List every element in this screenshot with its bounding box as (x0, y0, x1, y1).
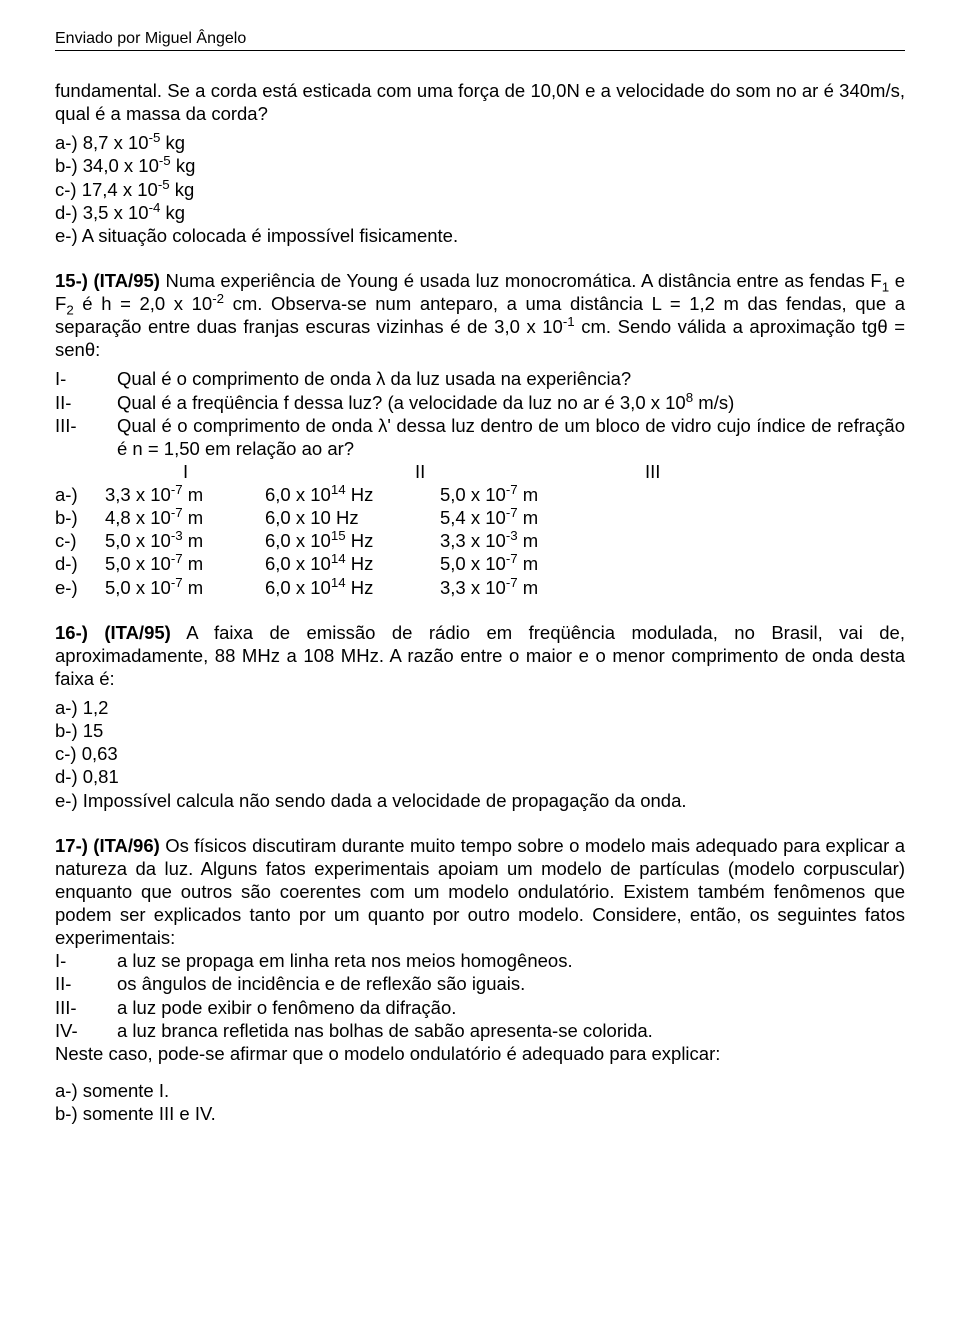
q15-table-header: I II III (55, 460, 905, 483)
q17-items: I-a luz se propaga em linha reta nos mei… (55, 949, 905, 1042)
q15-answer-table: I II III a-) 3,3 x 10-7 m6,0 x 1014 Hz5,… (55, 460, 905, 599)
q17-options: a-) somente I. b-) somente III e IV. (55, 1079, 905, 1125)
q17-item-3: III-a luz pode exibir o fenômeno da difr… (55, 996, 905, 1019)
q15-text: 15-) (ITA/95) Numa experiência de Young … (55, 269, 905, 362)
q16-options: a-) 1,2 b-) 15 c-) 0,63 d-) 0,81 e-) Imp… (55, 696, 905, 812)
q17-text: 17-) (ITA/96) Os físicos discutiram dura… (55, 834, 905, 950)
q15-table-row: e-) 5,0 x 10-7 m6,0 x 1014 Hz3,3 x 10-7 … (55, 576, 905, 599)
q17-opt-b: b-) somente III e IV. (55, 1102, 905, 1125)
q14-lead: fundamental. Se a corda está esticada co… (55, 79, 905, 125)
q16-opt-b: b-) 15 (55, 719, 905, 742)
q15-label: 15-) (ITA/95) (55, 270, 160, 291)
q16-opt-e: e-) Impossível calcula não sendo dada a … (55, 789, 905, 812)
document-page: Enviado por Miguel Ângelo fundamental. S… (0, 0, 960, 1165)
q17-item-2: II- os ângulos de incidência e de reflex… (55, 972, 905, 995)
q16-label: 16-) (ITA/95) (55, 622, 171, 643)
q17-item-4: IV-a luz branca refletida nas bolhas de … (55, 1019, 905, 1042)
q17-tail: Neste caso, pode-se afirmar que o modelo… (55, 1042, 905, 1065)
q15-item-3: III- Qual é o comprimento de onda λ' des… (55, 414, 905, 460)
q17-opt-a: a-) somente I. (55, 1079, 905, 1102)
q16-text: 16-) (ITA/95) A faixa de emissão de rádi… (55, 621, 905, 690)
q15-item-1: I- Qual é o comprimento de onda λ da luz… (55, 367, 905, 390)
q15-table-row: c-) 5,0 x 10-3 m6,0 x 1015 Hz3,3 x 10-3 … (55, 529, 905, 552)
q15-items: I- Qual é o comprimento de onda λ da luz… (55, 367, 905, 460)
q17-label: 17-) (ITA/96) (55, 835, 160, 856)
q16-opt-d: d-) 0,81 (55, 765, 905, 788)
q15-item-2: II- Qual é a freqüência f dessa luz? (a … (55, 391, 905, 414)
q14-opt-b: b-) 34,0 x 10-5 kg (55, 154, 905, 177)
q16-opt-c: c-) 0,63 (55, 742, 905, 765)
q15-table-row: d-) 5,0 x 10-7 m6,0 x 1014 Hz5,0 x 10-7 … (55, 552, 905, 575)
q15-table-row: a-) 3,3 x 10-7 m6,0 x 1014 Hz5,0 x 10-7 … (55, 483, 905, 506)
q14-opt-d: d-) 3,5 x 10-4 kg (55, 201, 905, 224)
q17-item-1: I-a luz se propaga em linha reta nos mei… (55, 949, 905, 972)
q16-opt-a: a-) 1,2 (55, 696, 905, 719)
q14-opt-c: c-) 17,4 x 10-5 kg (55, 178, 905, 201)
q14-options: a-) 8,7 x 10-5 kg b-) 34,0 x 10-5 kg c-)… (55, 131, 905, 247)
q14-opt-a: a-) 8,7 x 10-5 kg (55, 131, 905, 154)
q14-opt-e: e-) A situação colocada é impossível fis… (55, 224, 905, 247)
page-header: Enviado por Miguel Ângelo (55, 30, 905, 51)
q15-table-row: b-) 4,8 x 10-7 m6,0 x 10 Hz5,4 x 10-7 m (55, 506, 905, 529)
